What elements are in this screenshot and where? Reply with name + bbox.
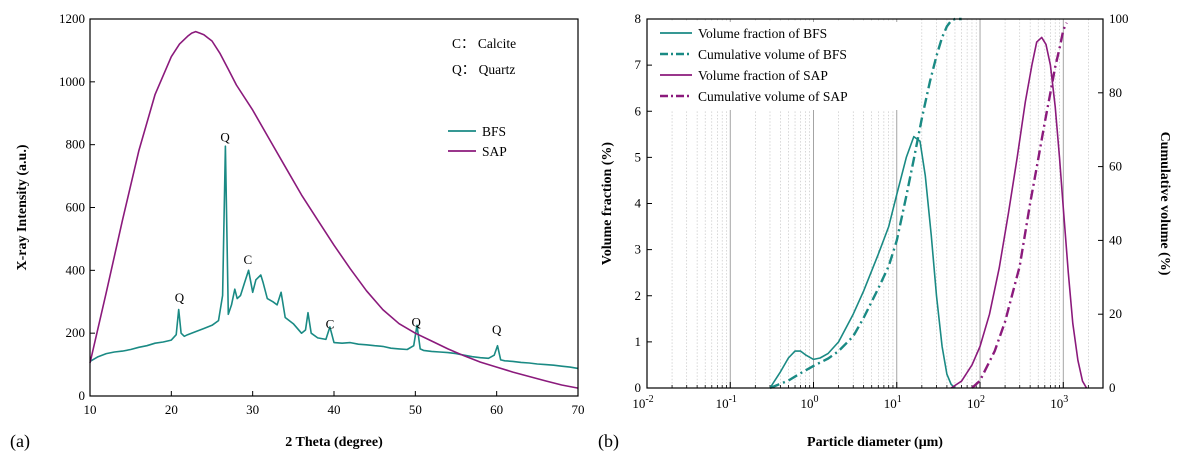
y-tick-label: 0	[635, 380, 642, 395]
y-right-tick-label: 100	[1109, 11, 1129, 26]
series-line-bfs	[89, 145, 579, 370]
x-axis-label: 2 Theta (degree)	[285, 435, 383, 450]
legend-label: Volume fraction of BFS	[698, 26, 827, 41]
phase-key-quartz: Q： Quartz	[452, 62, 515, 77]
y-tick-label: 800	[66, 137, 86, 152]
x-tick-label: 20	[165, 402, 178, 417]
y-tick-label: 200	[66, 325, 86, 340]
y-tick-label: 8	[635, 11, 642, 26]
x-tick-label: 10	[84, 402, 97, 417]
y-tick-label: 0	[79, 388, 86, 403]
peak-label: Q	[492, 322, 502, 337]
y-tick-label: 4	[635, 196, 642, 211]
x-tick-label: 50	[409, 402, 422, 417]
series-line-3	[950, 36, 1088, 389]
panel-label: (a)	[10, 431, 30, 452]
series-line-1	[769, 135, 956, 389]
phase-key-calcite: C： Calcite	[452, 36, 516, 51]
y-right-tick-label: 0	[1109, 380, 1116, 395]
y-tick-label: 7	[635, 57, 642, 72]
series-line-2	[769, 17, 962, 390]
x-tick-label: 10-2	[632, 394, 653, 411]
y-right-axis-label: Cumulative volume (%)	[1157, 132, 1172, 276]
peak-label: C	[243, 252, 252, 267]
series-line-4	[971, 22, 1068, 389]
y-right-tick-label: 80	[1109, 85, 1122, 100]
y-tick-label: 3	[635, 242, 642, 257]
y-tick-label: 6	[635, 103, 642, 118]
legend-label: BFS	[482, 124, 506, 139]
y-right-tick-label: 20	[1109, 306, 1122, 321]
y-right-tick-label: 40	[1109, 232, 1122, 247]
x-tick-label: 103	[1050, 394, 1068, 411]
x-tick-label: 70	[572, 402, 585, 417]
x-tick-label: 10-1	[716, 394, 737, 411]
panel-a: 10 20 30 40 50 60 70 0 200 400 600 800 1000 1200 Q Q C C Q…	[10, 11, 585, 452]
x-tick-label: 102	[967, 394, 985, 411]
peak-label: Q	[175, 290, 185, 305]
y-tick-label: 1000	[59, 74, 85, 89]
x-tick-label: 100	[801, 394, 819, 411]
legend-label: Cumulative volume of SAP	[698, 89, 848, 104]
legend-box	[655, 22, 905, 110]
plot-frame	[89, 18, 579, 397]
y-right-tick-label: 60	[1109, 159, 1122, 174]
panel-label: (b)	[598, 431, 619, 452]
plot-frame	[646, 18, 1104, 389]
y-axis-label: X-ray Intensity (a.u.)	[15, 144, 30, 270]
y-tick-label: 1200	[59, 11, 85, 26]
x-axis-label: Particle diameter (μm)	[807, 435, 943, 450]
y-tick-label: 5	[635, 149, 642, 164]
legend-label: Cumulative volume of BFS	[698, 47, 847, 62]
x-tick-label: 101	[884, 394, 902, 411]
legend-label: Volume fraction of SAP	[698, 68, 828, 83]
series-line-sap	[89, 30, 579, 389]
y-tick-label: 600	[66, 200, 86, 215]
x-tick-label: 30	[246, 402, 259, 417]
legend-label: SAP	[482, 144, 507, 159]
y-axis-label: Volume fraction (%)	[600, 142, 615, 265]
y-tick-label: 1	[635, 334, 642, 349]
peak-label: C	[326, 316, 335, 331]
y-tick-label: 2	[635, 288, 642, 303]
x-tick-label: 60	[490, 402, 503, 417]
panel-b: 10-2 10-1 100 101 102 10301234567802040608010…	[598, 11, 1172, 452]
peak-label: Q	[220, 130, 230, 145]
peak-label: Q	[411, 314, 421, 329]
x-tick-label: 40	[328, 402, 341, 417]
y-tick-label: 400	[66, 262, 86, 277]
